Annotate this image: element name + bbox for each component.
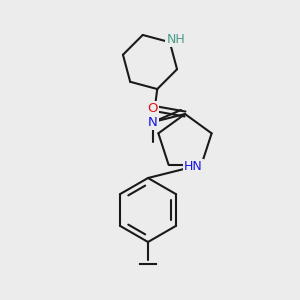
Text: NH: NH	[167, 33, 185, 46]
Text: HN: HN	[184, 160, 203, 173]
Text: N: N	[148, 116, 158, 128]
Text: O: O	[147, 103, 157, 116]
